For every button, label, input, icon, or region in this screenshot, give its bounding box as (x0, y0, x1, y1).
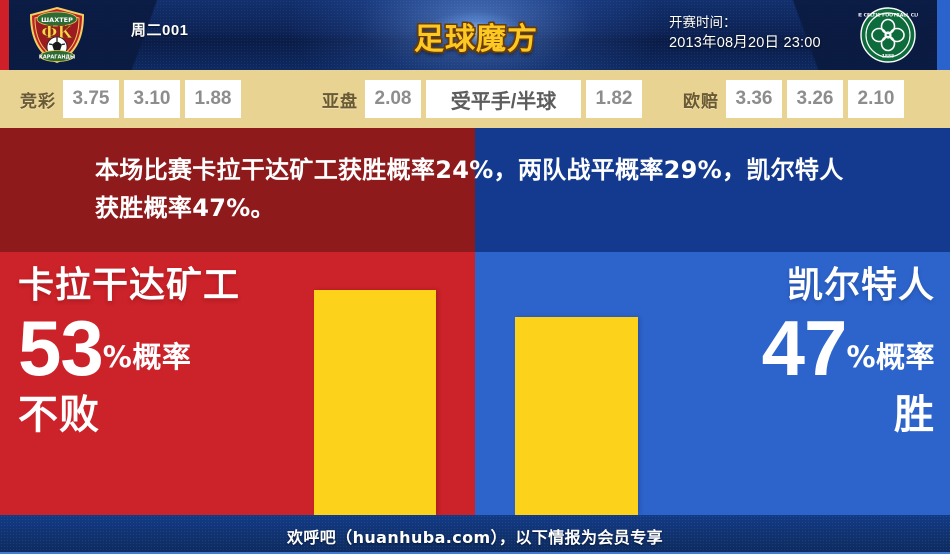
home-percent-row: 53 %概率 (18, 304, 328, 392)
away-team-stats: 凯尔特人 47 %概率 胜 (625, 252, 935, 438)
footer-dot-texture (0, 515, 950, 554)
header-left-red-stripe (0, 0, 9, 70)
away-team-name: 凯尔特人 (786, 265, 935, 306)
odds-group-oupei: 欧赔 3.36 3.26 2.10 (683, 70, 909, 128)
site-footer: 欢呼吧（huanhuba.com），以下情报为会员专享 (0, 515, 950, 554)
footer-promo-text: 欢呼吧（huanhuba.com），以下情报为会员专享 (286, 528, 664, 547)
probability-statement-banner: 本场比赛卡拉干达矿工获胜概率24%，两队战平概率29%，凯尔特人获胜概率47%。 (0, 128, 950, 252)
kickoff-info: 开赛时间： 2013年08月20日 23:00 (669, 12, 821, 54)
match-header: ШАХТЕР ФК КАРАГАНДЫ 周二001 足球魔方 开赛时间： 201… (0, 0, 950, 70)
odds-bar: 竞彩 3.75 3.10 1.88 亚盘 2.08 受平手/半球 1.82 欧赔… (0, 70, 950, 128)
footer-underline (0, 552, 950, 554)
odds-cell-home[interactable]: 2.08 (365, 80, 421, 118)
odds-group-label: 亚盘 (322, 91, 358, 111)
header-right-blue-stripe (937, 0, 950, 70)
odds-cell-draw[interactable]: 3.26 (787, 80, 843, 118)
odds-group-jingcai: 竞彩 3.75 3.10 1.88 (20, 70, 246, 128)
svg-text:1888: 1888 (882, 54, 894, 60)
odds-group-yapan: 亚盘 2.08 受平手/半球 1.82 (322, 70, 647, 128)
odds-cell-away[interactable]: 1.82 (586, 80, 642, 118)
shakhter-karagandy-crest-icon: ШАХТЕР ФК КАРАГАНДЫ (26, 6, 88, 64)
banner-left-half (0, 128, 475, 252)
odds-cell-handicap[interactable]: 受平手/半球 (426, 80, 581, 118)
bar-away-probability (515, 317, 638, 515)
odds-group-label: 欧赔 (683, 91, 719, 111)
kickoff-label: 开赛时间： (669, 15, 737, 30)
odds-cell-away[interactable]: 2.10 (848, 80, 904, 118)
probability-comparison: 卡拉干达矿工 53 %概率 不败 凯尔特人 47 %概率 胜 (0, 252, 950, 515)
svg-text:КАРАГАНДЫ: КАРАГАНДЫ (39, 55, 75, 61)
odds-group-label: 竞彩 (20, 91, 56, 111)
odds-cell-home[interactable]: 3.36 (726, 80, 782, 118)
brand-starburst-icon (402, 8, 550, 62)
odds-cell-away[interactable]: 1.88 (185, 80, 241, 118)
banner-statement-text: 本场比赛卡拉干达矿工获胜概率24%，两队战平概率29%，凯尔特人获胜概率47%。 (95, 156, 844, 222)
celtic-fc-crest-icon: THE CELTIC FOOTBALL CLUB 1888 (852, 6, 925, 64)
odds-cell-home[interactable]: 3.75 (63, 80, 119, 118)
bar-home-probability (314, 290, 436, 515)
home-team-stats: 卡拉干达矿工 53 %概率 不败 (18, 252, 328, 438)
kickoff-datetime: 2013年08月20日 23:00 (669, 35, 821, 51)
brand-logo: 足球魔方 (402, 8, 550, 62)
match-number: 周二001 (131, 22, 189, 39)
away-percent-row: 47 %概率 (625, 304, 935, 392)
svg-text:ФК: ФК (41, 23, 73, 43)
svg-text:THE CELTIC FOOTBALL CLUB: THE CELTIC FOOTBALL CLUB (858, 13, 918, 19)
home-outcome-label: 不败 (18, 392, 100, 438)
home-percent-unit: %概率 (102, 340, 192, 374)
banner-right-half (475, 128, 950, 252)
away-percent-unit: %概率 (846, 340, 935, 374)
home-team-name: 卡拉干达矿工 (18, 265, 241, 306)
away-outcome-label: 胜 (894, 392, 935, 438)
home-percent-value: 53 (18, 304, 104, 392)
svg-text:ШАХТЕР: ШАХТЕР (41, 16, 73, 24)
odds-cell-draw[interactable]: 3.10 (124, 80, 180, 118)
brand-title: 足球魔方 (414, 22, 538, 57)
away-percent-value: 47 (761, 304, 848, 392)
